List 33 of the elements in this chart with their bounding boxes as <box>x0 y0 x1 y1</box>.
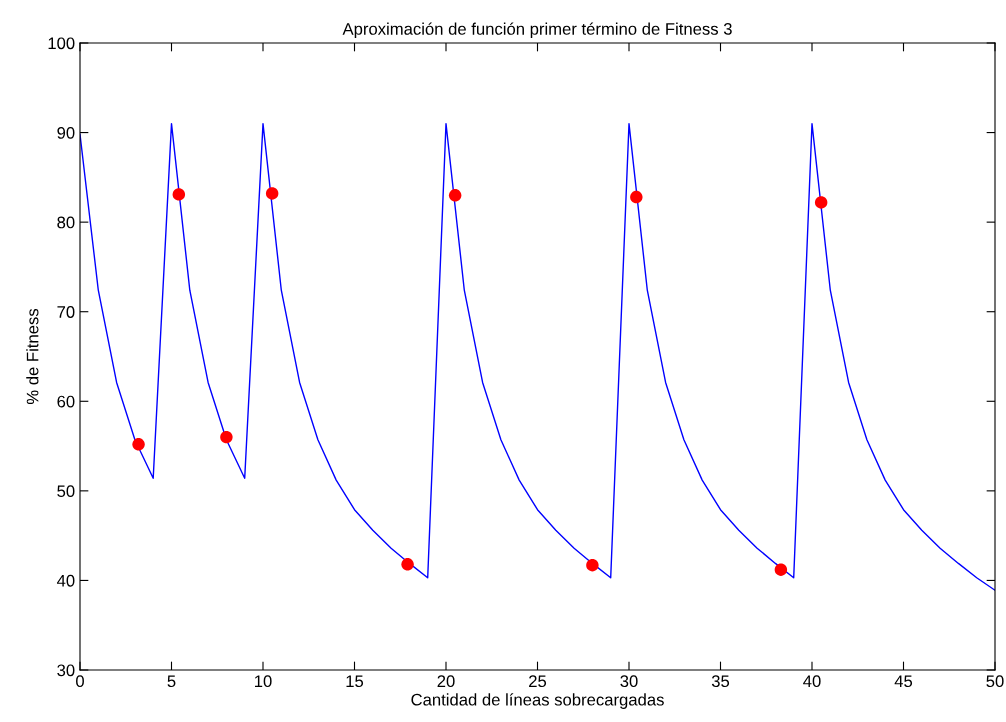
point <box>265 187 279 200</box>
y-axis-title: % de Fitness <box>26 308 39 405</box>
y-tick-label: 40 <box>56 574 75 587</box>
line-series <box>80 122 995 591</box>
y-tick-label: 30 <box>57 664 75 677</box>
y-tick-label: 90 <box>57 126 75 139</box>
point <box>401 558 414 571</box>
y-tick-label: 50 <box>57 485 75 498</box>
point <box>172 188 186 201</box>
point <box>774 563 788 576</box>
y-tick-label: 100 <box>48 37 75 50</box>
point <box>630 190 643 204</box>
x-axis-title: Cantidad de líneas sobrecargadas <box>411 693 664 709</box>
x-tick-label: 0 <box>76 675 84 688</box>
x-tick-label: 30 <box>620 675 638 688</box>
x-tick-label: 10 <box>255 675 272 688</box>
x-tick-label: 35 <box>711 675 730 688</box>
point <box>132 438 145 451</box>
y-tick-label: 60 <box>57 395 75 408</box>
x-tick-label: 45 <box>894 675 913 688</box>
point <box>448 189 462 202</box>
chart-title: Aproximación de función primer término de Fitness 3 <box>342 22 732 39</box>
x-tick-label: 20 <box>437 675 455 688</box>
point <box>814 196 828 209</box>
x-tick-label: 50 <box>986 675 1004 688</box>
x-tick-label: 5 <box>167 675 176 688</box>
y-tick-label: 70 <box>57 306 75 318</box>
x-tick-label: 15 <box>346 675 364 688</box>
point <box>220 430 233 444</box>
x-tick-label: 25 <box>529 675 547 688</box>
x-tick-label: 40 <box>803 675 821 688</box>
y-tick-label: 80 <box>57 216 75 229</box>
point <box>586 558 599 572</box>
